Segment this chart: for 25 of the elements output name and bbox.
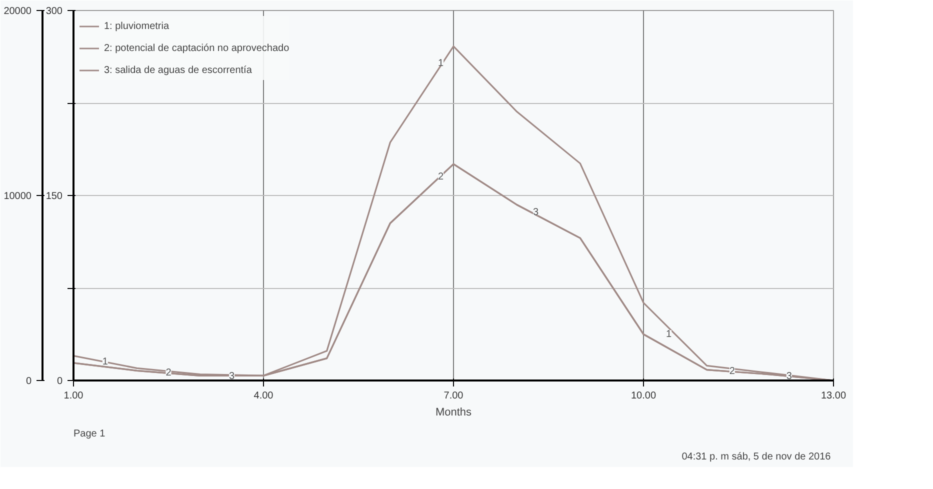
y-tick-label: 150: [46, 191, 63, 202]
y2-tick-label: 0: [26, 376, 32, 387]
y-tick-label: 0: [56, 376, 63, 387]
y2-tick-label: 10000: [4, 191, 32, 202]
annotation: 1: [438, 58, 444, 69]
text: Page 1: [74, 428, 106, 440]
y2-tick-label: 20000: [4, 6, 32, 17]
annotation: 2: [438, 171, 444, 182]
x-tick-label: 1.00: [64, 390, 84, 402]
annotation: 3: [786, 371, 792, 382]
y-tick-label: 300: [46, 6, 63, 17]
legend-label: 1: pluviometria: [104, 20, 170, 32]
annotation: 1: [666, 329, 672, 340]
text: 04:31 p. m sáb, 5 de nov de 2016: [682, 452, 832, 462]
annotation: 3: [229, 371, 236, 382]
legend-label: 2: potencial de captación no aprovechado: [104, 42, 290, 54]
x-tick-label: 4.00: [254, 390, 274, 402]
annotation: 1: [102, 356, 108, 368]
x-axis-title: Months: [435, 406, 472, 418]
legend-label: 3: salida de aguas de escorrentía: [104, 64, 252, 76]
x-tick-label: 10.00: [630, 390, 656, 402]
annotation: 2: [729, 366, 736, 378]
annotation: 2: [166, 367, 172, 378]
x-tick-label: 7.00: [444, 390, 464, 402]
x-tick-label: 13.00: [820, 390, 846, 402]
